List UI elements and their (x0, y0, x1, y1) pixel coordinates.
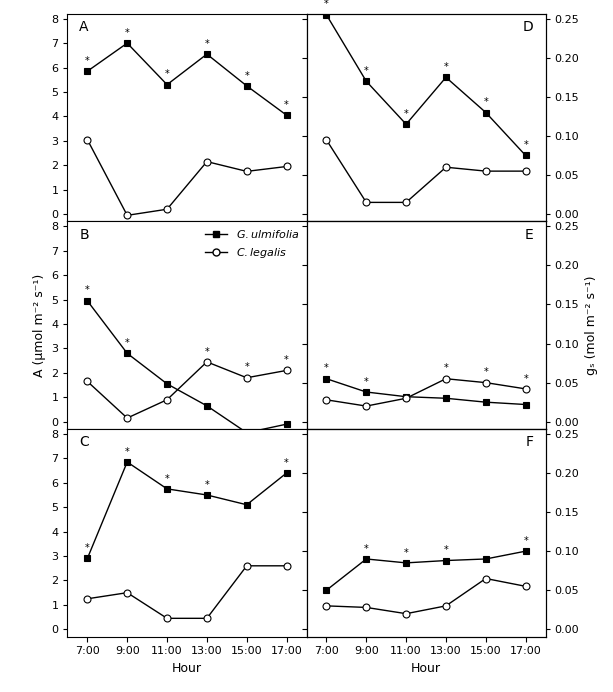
Text: D: D (523, 20, 534, 34)
Text: *: * (444, 62, 448, 72)
Text: *: * (205, 480, 209, 490)
Text: *: * (524, 374, 528, 383)
Text: *: * (484, 367, 488, 377)
Text: *: * (205, 39, 209, 48)
Text: *: * (524, 140, 528, 150)
Legend: $G. ulmifolia$, $C. legalis$: $G. ulmifolia$, $C. legalis$ (200, 224, 304, 264)
Text: *: * (205, 347, 209, 356)
Text: *: * (524, 536, 528, 546)
Text: C: C (80, 435, 89, 449)
Text: *: * (444, 545, 448, 555)
Text: *: * (324, 363, 329, 374)
Text: *: * (484, 97, 488, 107)
Text: E: E (525, 228, 534, 242)
Text: *: * (284, 457, 289, 468)
Text: *: * (444, 363, 448, 374)
Text: *: * (284, 100, 289, 110)
Text: *: * (245, 363, 249, 372)
Text: F: F (525, 435, 534, 449)
Text: *: * (404, 109, 408, 119)
X-axis label: Hour: Hour (411, 662, 441, 675)
X-axis label: Hour: Hour (172, 662, 202, 675)
Text: *: * (165, 473, 169, 484)
Text: *: * (85, 285, 89, 295)
Text: *: * (85, 56, 89, 66)
Text: *: * (245, 71, 249, 80)
Text: B: B (80, 228, 89, 242)
Text: *: * (364, 66, 368, 76)
Text: *: * (85, 543, 89, 553)
Text: *: * (125, 446, 129, 457)
Text: *: * (364, 376, 368, 387)
Text: A: A (80, 20, 89, 34)
Text: *: * (364, 544, 368, 554)
Y-axis label: A (μmol m⁻² s⁻¹): A (μmol m⁻² s⁻¹) (32, 273, 46, 377)
Text: *: * (125, 28, 129, 38)
Text: *: * (284, 355, 289, 365)
Text: *: * (165, 69, 169, 80)
Text: *: * (324, 0, 329, 10)
Text: *: * (404, 547, 408, 558)
Text: *: * (125, 338, 129, 348)
Y-axis label: gₛ (mol m⁻² s⁻¹): gₛ (mol m⁻² s⁻¹) (585, 275, 598, 375)
